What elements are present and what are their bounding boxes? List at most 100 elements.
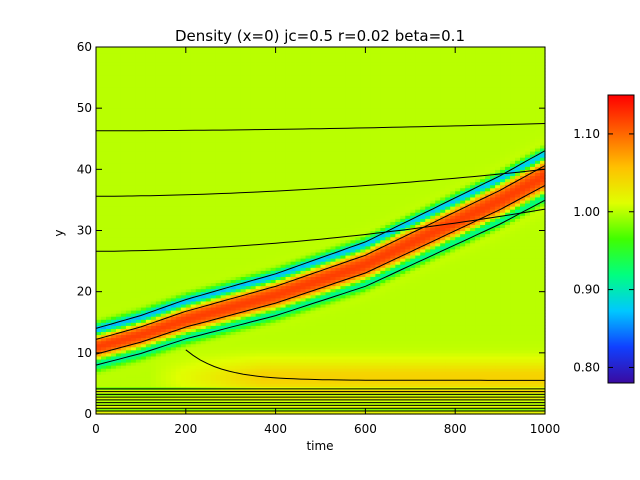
heatmap-cell <box>100 144 107 149</box>
heatmap-cell <box>230 224 237 229</box>
heatmap-cell <box>120 245 127 250</box>
heatmap-cell <box>155 154 162 158</box>
heatmap-cell <box>185 74 192 79</box>
heatmap-cell <box>120 325 127 329</box>
heatmap-cell <box>110 95 117 100</box>
heatmap-cell <box>125 371 132 375</box>
heatmap-cell <box>185 236 192 241</box>
heatmap-cell <box>200 95 207 100</box>
heatmap-cell <box>190 380 197 385</box>
heatmap-cell <box>240 328 247 333</box>
heatmap-cell <box>285 242 292 247</box>
heatmap-cell <box>170 349 177 354</box>
heatmap-cell <box>260 245 267 250</box>
heatmap-cell <box>225 236 232 241</box>
heatmap-cell <box>135 383 142 388</box>
heatmap-cell <box>225 258 232 262</box>
heatmap-cell <box>125 196 132 201</box>
heatmap-cell <box>205 380 212 385</box>
heatmap-cell <box>160 129 167 134</box>
heatmap-cell <box>225 239 232 244</box>
heatmap-cell <box>150 279 157 284</box>
heatmap-cell <box>245 169 252 173</box>
heatmap-cell <box>120 233 127 238</box>
heatmap-cell <box>205 59 212 63</box>
heatmap-cell <box>215 242 222 247</box>
heatmap-cell <box>170 334 177 339</box>
heatmap-cell <box>255 362 262 366</box>
heatmap-cell <box>230 386 237 391</box>
heatmap-cell <box>165 209 172 213</box>
heatmap-cell <box>280 135 287 140</box>
heatmap-cell <box>265 196 272 201</box>
heatmap-cell <box>240 172 247 177</box>
heatmap-cell <box>200 349 207 354</box>
heatmap-cell <box>120 92 127 97</box>
heatmap-cell <box>105 300 112 305</box>
heatmap-cell <box>145 383 152 388</box>
heatmap-cell <box>295 141 302 146</box>
heatmap-cell <box>165 56 172 60</box>
heatmap-cell <box>165 365 172 369</box>
heatmap-cell <box>170 273 177 277</box>
heatmap-cell <box>150 398 157 403</box>
heatmap-cell <box>290 62 297 66</box>
heatmap-cell <box>200 233 207 238</box>
heatmap-cell <box>175 166 182 170</box>
heatmap-cell <box>205 285 212 290</box>
heatmap-cell <box>180 303 187 308</box>
heatmap-cell <box>96 190 102 195</box>
heatmap-cell <box>115 276 122 281</box>
heatmap-cell <box>300 221 307 225</box>
heatmap-cell <box>235 212 242 216</box>
heatmap-cell <box>265 53 272 57</box>
heatmap-cell <box>105 111 112 115</box>
heatmap-cell <box>105 270 112 274</box>
heatmap-cell <box>145 313 152 317</box>
heatmap-cell <box>225 227 232 232</box>
heatmap-cell <box>255 340 262 345</box>
heatmap-cell <box>280 172 287 177</box>
heatmap-cell <box>140 160 147 164</box>
heatmap-cell <box>105 233 112 238</box>
heatmap-cell <box>160 401 167 406</box>
heatmap-cell <box>130 175 137 180</box>
heatmap-cell <box>285 407 292 412</box>
heatmap-cell <box>105 355 112 360</box>
heatmap-cell <box>205 123 212 128</box>
heatmap-cell <box>175 386 182 391</box>
heatmap-cell <box>255 172 262 177</box>
heatmap-cell <box>230 368 237 372</box>
heatmap-cell <box>105 193 112 198</box>
heatmap-cell <box>205 282 212 287</box>
heatmap-cell <box>265 181 272 186</box>
heatmap-cell <box>250 166 257 170</box>
heatmap-cell <box>160 141 167 146</box>
heatmap-cell <box>290 209 297 213</box>
heatmap-cell <box>145 365 152 369</box>
heatmap-cell <box>290 175 297 180</box>
heatmap-cell <box>245 105 252 109</box>
heatmap-cell <box>275 95 282 100</box>
heatmap-cell <box>195 47 202 51</box>
heatmap-cell <box>285 62 292 66</box>
heatmap-cell <box>155 215 162 219</box>
heatmap-cell <box>96 157 102 161</box>
heatmap-cell <box>125 264 132 268</box>
heatmap-cell <box>100 276 107 281</box>
heatmap-cell <box>270 126 277 131</box>
heatmap-cell <box>200 383 207 388</box>
heatmap-cell <box>140 334 147 339</box>
heatmap-cell <box>200 325 207 329</box>
heatmap-cell <box>195 184 202 189</box>
heatmap-cell <box>185 206 192 210</box>
heatmap-cell <box>165 181 172 186</box>
heatmap-cell <box>100 248 107 253</box>
heatmap-cell <box>255 352 262 357</box>
heatmap-cell <box>250 212 257 216</box>
heatmap-cell <box>200 236 207 241</box>
heatmap-cell <box>205 233 212 238</box>
heatmap-cell <box>100 154 107 158</box>
heatmap-cell <box>260 380 267 385</box>
heatmap-cell <box>225 233 232 238</box>
